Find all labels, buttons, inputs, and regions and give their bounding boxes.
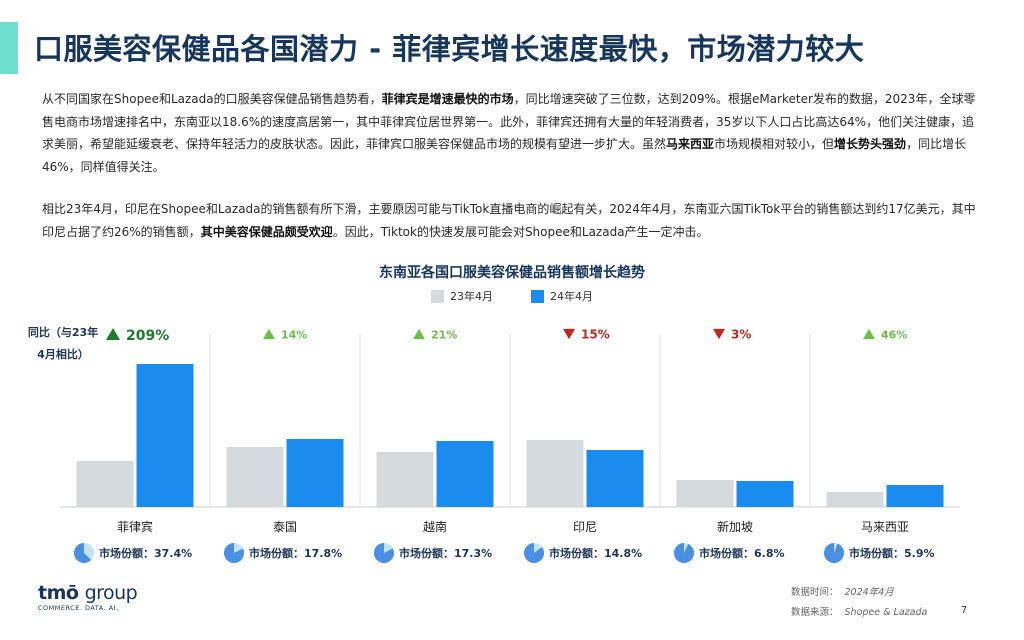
market-share-pie-icon: [74, 543, 94, 563]
data-source-value: Shopee & Lazada: [844, 607, 928, 618]
category-label: 越南: [423, 519, 447, 534]
bar-2023: [226, 447, 284, 507]
para1-segment: 市场规模相对较小，但: [714, 137, 835, 151]
bar-2024: [586, 450, 644, 507]
bar-2023: [826, 492, 884, 507]
market-share-item: 市场份额：17.8%: [223, 542, 342, 564]
trend-up-icon: [863, 328, 875, 340]
trend-down-icon: [713, 328, 725, 340]
legend-swatch-2023: [431, 289, 444, 303]
market-share-item: 市场份额：6.8%: [673, 542, 785, 564]
category-label: 马来西亚: [861, 520, 909, 534]
market-share-item: 市场份额：17.3%: [373, 542, 492, 564]
bar-2024: [886, 485, 944, 507]
yoy-value: 3%: [731, 328, 751, 342]
market-share-item: 市场份额：14.8%: [523, 542, 642, 564]
data-source: 数据来源： Shopee & Lazada: [791, 604, 927, 618]
market-share-pie-icon: [824, 543, 844, 563]
market-share-text: 市场份额：14.8%: [549, 547, 643, 560]
category-label: 菲律宾: [117, 519, 153, 534]
bar-2024: [286, 439, 344, 507]
market-share-text: 市场份额：17.3%: [399, 547, 493, 560]
para1-segment-bold: 马来西亚: [666, 137, 715, 151]
bar-2024: [736, 481, 794, 507]
yoy-value: 14%: [281, 329, 307, 342]
market-share-pie-icon: [524, 543, 544, 563]
yoy-value: 21%: [431, 329, 457, 342]
para1-segment: ，同比增速突破了三位数，达到209%。根据eMarketer发布的数据，2023…: [42, 92, 976, 151]
pie-slice: [374, 543, 394, 563]
data-time: 数据时间： 2024年4月: [791, 584, 894, 598]
analysis-paragraph-2: 相比23年4月，印尼在Shopee和Lazada的销售额有所下滑，主要原因可能与…: [42, 198, 986, 243]
legend-label-2023: 23年4月: [450, 290, 493, 303]
market-share-text: 市场份额：17.8%: [249, 547, 343, 560]
legend-swatch-2024: [531, 289, 544, 303]
yoy-axis-label: 同比（与23年4月相比）: [27, 326, 99, 361]
page-number: 7: [961, 605, 968, 616]
para1-segment-bold: 增长势头强劲: [834, 137, 907, 151]
chart-legend: 23年4月 24年4月: [0, 288, 1024, 304]
yoy-value: 15%: [581, 328, 610, 342]
market-share-text: 市场份额：5.9%: [849, 547, 935, 560]
trend-up-icon: [106, 328, 120, 340]
trend-down-icon: [563, 328, 575, 340]
bar-2023: [76, 461, 134, 507]
market-share-text: 市场份额：6.8%: [699, 547, 785, 560]
para2-segment: 。因此，Tiktok的快速发展可能会对Shopee和Lazada产生一定冲击。: [332, 224, 709, 239]
market-share-pie-icon: [374, 543, 394, 563]
legend-label-2024: 24年4月: [550, 290, 593, 303]
legend-item-2024: 24年4月: [531, 288, 593, 304]
title-accent-bar: [0, 22, 18, 74]
para2-segment-bold: 其中美容保健品颇受欢迎: [200, 224, 333, 239]
yoy-value: 209%: [126, 328, 169, 344]
para1-segment: 从不同国家在Shopee和Lazada的口服美容保健品销售趋势看，: [42, 92, 382, 106]
market-share-pie-icon: [224, 543, 244, 563]
bar-2023: [376, 452, 434, 507]
pie-slice: [824, 543, 844, 563]
tmo-group-logo: tmō group COMMERCE. DATA. AI.: [38, 582, 138, 612]
para1-segment-bold: 菲律宾是增速最快的市场: [381, 92, 514, 106]
bar-2023: [526, 440, 584, 507]
bar-2023: [676, 480, 734, 507]
pie-slice: [224, 543, 244, 563]
market-share-text: 市场份额：37.4%: [99, 547, 193, 560]
data-time-label: 数据时间：: [791, 587, 839, 598]
yoy-value: 46%: [881, 329, 907, 342]
analysis-paragraph-1: 从不同国家在Shopee和Lazada的口服美容保健品销售趋势看，菲律宾是增速最…: [42, 88, 986, 178]
logo-tagline: COMMERCE. DATA. AI.: [38, 604, 119, 612]
para1-segment: ，同比增长46%，同样值得关注。: [42, 137, 967, 174]
trend-up-icon: [263, 328, 275, 340]
data-time-value: 2024年4月: [844, 587, 894, 598]
category-label: 印尼: [573, 520, 597, 534]
page-title: 口服美容保健品各国潜力 - 菲律宾增长速度最快，市场潜力较大: [34, 32, 865, 66]
pie-slice: [74, 543, 92, 563]
legend-item-2023: 23年4月: [431, 288, 493, 304]
category-label: 泰国: [273, 520, 297, 534]
market-share-item: 市场份额：37.4%: [73, 542, 192, 564]
logo-group-text: group: [84, 582, 138, 604]
bar-2024: [136, 364, 194, 507]
market-share-item: 市场份额：5.9%: [823, 542, 935, 564]
market-share-pie-icon: [674, 543, 694, 563]
pie-slice: [674, 543, 694, 563]
bar-2024: [436, 441, 494, 507]
pie-slice: [524, 543, 544, 563]
category-label: 新加坡: [717, 519, 753, 534]
chart-title: 东南亚各国口服美容保健品销售额增长趋势: [379, 265, 645, 281]
logo-tmo-text: tmō: [38, 582, 79, 604]
data-source-label: 数据来源：: [791, 607, 839, 618]
para2-segment: 相比23年4月，印尼在Shopee和Lazada的销售额有所下滑，主要原因可能与…: [42, 202, 976, 239]
trend-up-icon: [413, 328, 425, 340]
